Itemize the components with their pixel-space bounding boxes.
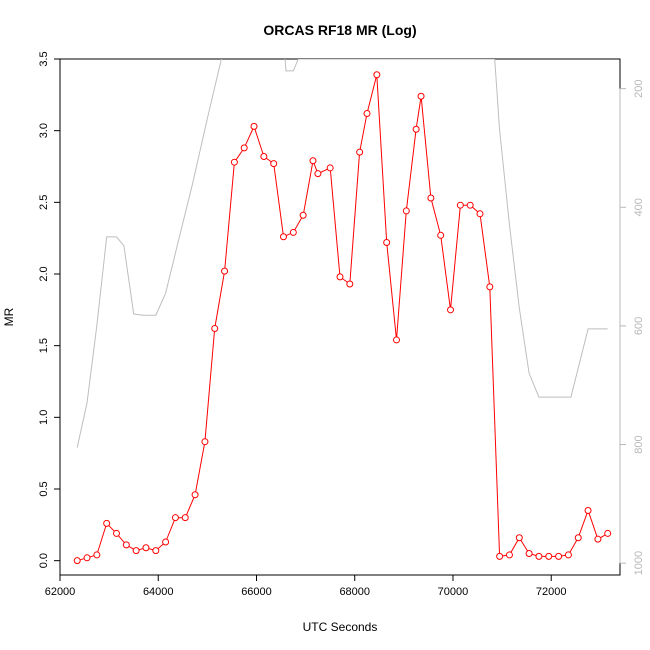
data-point [191, 491, 199, 499]
data-point [309, 157, 317, 165]
y2-tick-label: 400 [633, 198, 645, 216]
y2-tick-label: 1000 [633, 551, 645, 575]
data-point [250, 122, 258, 130]
data-point [402, 207, 410, 215]
data-point [162, 538, 170, 546]
x-tick-label: 66000 [241, 586, 272, 598]
y2-tick-label: 600 [633, 317, 645, 335]
data-point [564, 551, 572, 559]
data-point [363, 109, 371, 117]
y-axis: 0.0 0.5 1.0 1.5 2.0 2.5 3.0 3.5 [38, 51, 61, 568]
data-point [336, 273, 344, 281]
data-point [412, 125, 420, 133]
data-point [289, 228, 297, 236]
data-point [505, 551, 513, 559]
data-point [437, 231, 445, 239]
y-tick-label: 2.5 [38, 195, 50, 210]
data-point [122, 541, 130, 549]
y2-tick-label: 200 [633, 79, 645, 97]
x-tick-label: 72000 [536, 586, 567, 598]
data-point [373, 71, 381, 79]
chart-title: ORCAS RF18 MR (Log) [263, 22, 416, 38]
x-tick-label: 70000 [438, 586, 469, 598]
data-point [525, 550, 533, 557]
data-point [83, 554, 91, 562]
y-tick-label: 0.5 [38, 481, 50, 496]
data-point [574, 534, 582, 542]
data-point [260, 152, 268, 160]
data-point [356, 148, 364, 156]
data-point [181, 514, 189, 522]
data-point [201, 438, 209, 446]
data-point [346, 280, 354, 288]
secondary-series-line [76, 59, 608, 448]
y-tick-label: 2.0 [38, 266, 50, 281]
y2-tick-label: 800 [633, 435, 645, 453]
y-tick-label: 3.0 [38, 123, 50, 138]
data-point [555, 552, 563, 560]
y-tick-label: 0.0 [38, 553, 50, 568]
data-point [604, 529, 612, 537]
data-point [486, 283, 494, 291]
data-point [535, 552, 543, 560]
data-point [73, 557, 81, 565]
data-point [584, 507, 592, 514]
plot-area [73, 59, 612, 565]
x-tick-label: 68000 [339, 586, 370, 598]
data-point [515, 534, 523, 542]
data-point [594, 535, 602, 543]
data-point [132, 547, 140, 555]
data-point [240, 144, 248, 152]
y-axis-label: MR [2, 307, 16, 326]
secondary-y-axis: 200 400 600 800 1000 [619, 79, 645, 575]
data-point [280, 233, 288, 241]
data-point [211, 324, 219, 332]
data-point [545, 552, 553, 560]
data-point [392, 336, 400, 344]
data-point [299, 211, 307, 219]
data-point [417, 92, 425, 100]
plot-frame [59, 58, 621, 576]
data-point [93, 551, 101, 559]
x-tick-label: 62000 [45, 586, 76, 598]
data-point [314, 170, 322, 178]
y-tick-label: 3.5 [38, 51, 50, 66]
data-point [142, 544, 150, 552]
data-point [427, 194, 435, 202]
data-point [496, 552, 504, 560]
data-point [383, 238, 391, 246]
data-point [152, 547, 160, 555]
x-axis: 62000 64000 66000 68000 70000 72000 [45, 574, 567, 598]
y-tick-label: 1.0 [38, 410, 50, 425]
data-point [103, 519, 111, 527]
x-axis-label: UTC Seconds [303, 620, 378, 634]
data-point [466, 201, 474, 209]
data-point [171, 514, 179, 522]
data-point [112, 529, 120, 537]
data-point [456, 201, 464, 209]
data-point [221, 267, 229, 275]
data-point [270, 160, 278, 168]
mr-series-line [77, 74, 608, 562]
y-tick-label: 1.5 [38, 338, 50, 353]
data-point [326, 164, 334, 172]
data-point [447, 306, 455, 314]
data-point [476, 210, 484, 218]
x-tick-label: 64000 [143, 586, 174, 598]
data-point [230, 158, 238, 166]
